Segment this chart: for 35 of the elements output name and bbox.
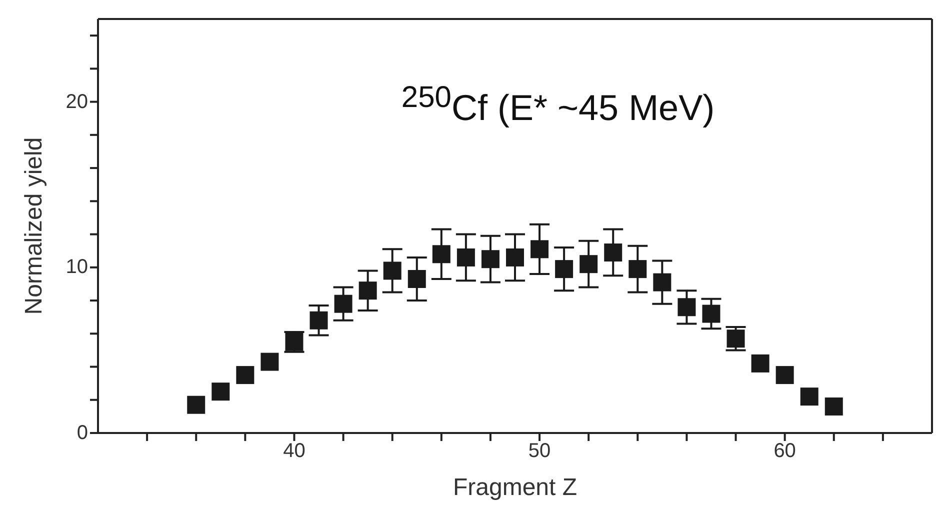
point <box>824 398 843 416</box>
x-axis-title: Fragment Z <box>452 474 578 502</box>
point <box>358 282 377 300</box>
point <box>481 250 500 268</box>
x-tick-label: 50 <box>528 440 551 462</box>
annotation: $^{250}$Cf (E* ~45 MeV) <box>400 80 716 128</box>
point <box>310 311 328 330</box>
y-axis-title: Normalized yield <box>20 137 48 315</box>
point <box>776 366 794 384</box>
point <box>702 304 720 323</box>
point <box>604 243 622 262</box>
point <box>334 294 352 313</box>
point <box>678 298 696 316</box>
point <box>432 245 450 264</box>
point <box>456 248 475 266</box>
point <box>628 260 647 278</box>
point <box>212 382 230 401</box>
point <box>530 240 549 258</box>
point <box>408 270 426 288</box>
x-tick-label: 40 <box>283 440 306 462</box>
point <box>555 260 574 278</box>
point <box>751 354 770 372</box>
point <box>800 388 818 406</box>
point <box>383 262 402 280</box>
point <box>260 352 279 371</box>
x-tick-label: 60 <box>774 440 796 462</box>
point <box>653 273 672 292</box>
point <box>580 255 598 274</box>
point <box>506 248 524 266</box>
y-tick-label: 0 <box>76 421 88 445</box>
y-tick-label: 20 <box>66 90 88 114</box>
point <box>236 366 254 384</box>
point <box>726 330 745 348</box>
y-tick-label: 10 <box>66 255 88 280</box>
point <box>187 396 206 414</box>
